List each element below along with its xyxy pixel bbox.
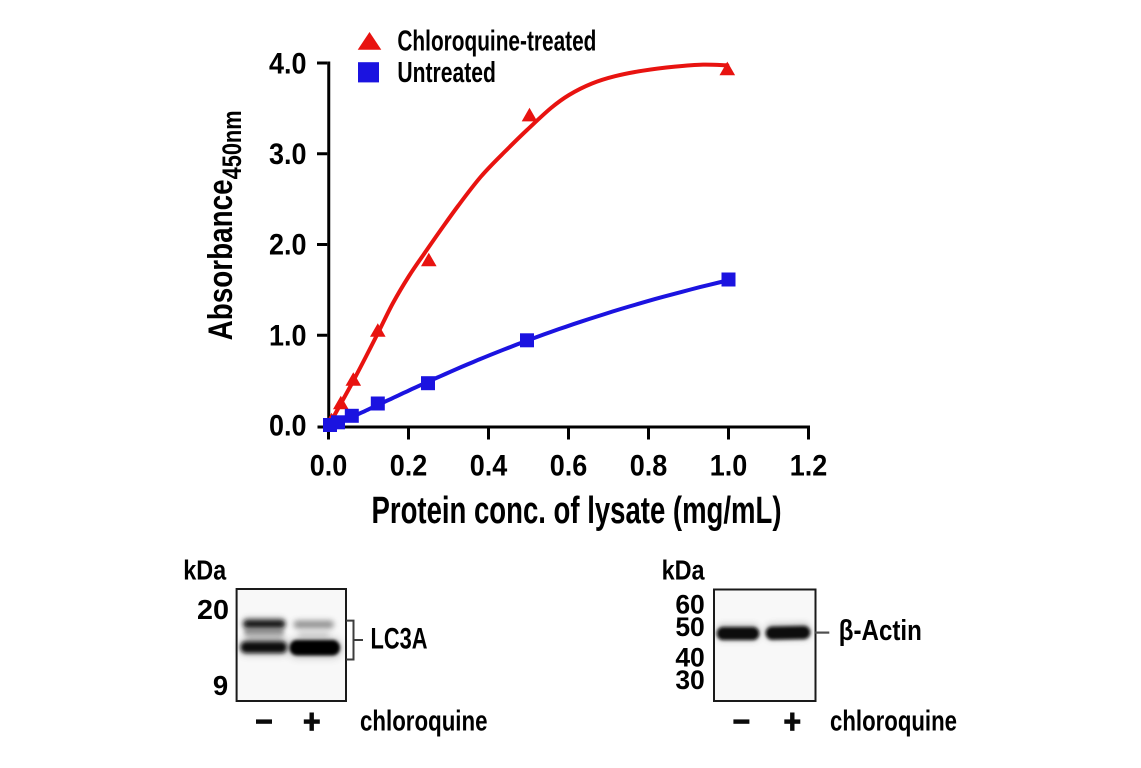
svg-text:40: 40 (675, 642, 704, 672)
svg-text:0.6: 0.6 (550, 450, 588, 483)
svg-text:Chloroquine-treated: Chloroquine-treated (397, 25, 596, 57)
svg-text:chloroquine: chloroquine (830, 706, 957, 738)
svg-text:2.0: 2.0 (269, 229, 307, 262)
svg-text:0.0: 0.0 (269, 409, 307, 442)
svg-text:0.2: 0.2 (390, 450, 428, 483)
svg-text:50: 50 (675, 612, 704, 642)
svg-text:0.8: 0.8 (630, 450, 668, 483)
svg-text:chloroquine: chloroquine (360, 706, 488, 738)
svg-text:0.0: 0.0 (310, 450, 348, 483)
svg-text:30: 30 (675, 665, 704, 695)
svg-text:Untreated: Untreated (397, 57, 496, 89)
svg-text:1.0: 1.0 (269, 319, 307, 352)
svg-text:1.0: 1.0 (710, 450, 748, 483)
svg-text:β-Actin: β-Actin (839, 614, 922, 646)
svg-text:450nm: 450nm (217, 110, 247, 179)
svg-text:kDa: kDa (662, 555, 706, 586)
svg-text:LC3A: LC3A (371, 623, 428, 656)
svg-text:3.0: 3.0 (269, 138, 307, 171)
svg-text:Protein conc. of lysate (mg/mL: Protein conc. of lysate (mg/mL) (372, 489, 782, 531)
svg-text:Absorbance: Absorbance (202, 179, 240, 340)
svg-text:20: 20 (197, 594, 229, 625)
svg-text:0.4: 0.4 (470, 450, 508, 483)
svg-text:60: 60 (675, 590, 704, 620)
svg-text:4.0: 4.0 (269, 47, 307, 80)
svg-text:9: 9 (213, 670, 228, 701)
svg-text:kDa: kDa (183, 555, 227, 586)
svg-text:1.2: 1.2 (790, 450, 828, 483)
